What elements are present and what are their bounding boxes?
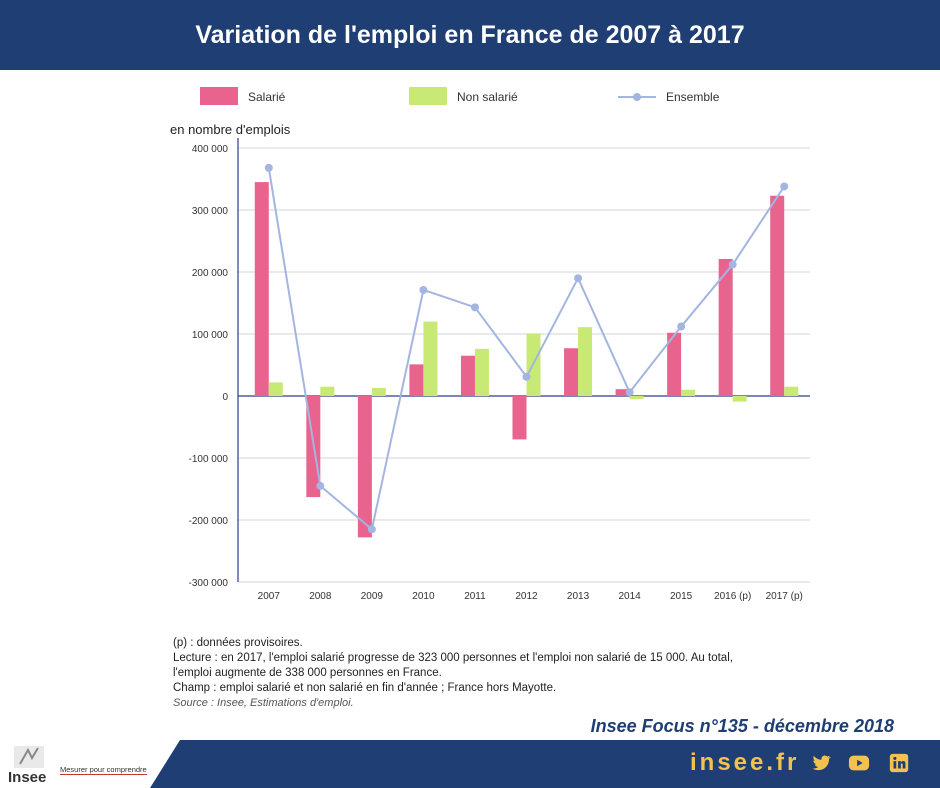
youtube-icon[interactable]	[848, 752, 870, 774]
note-provisional: (p) : données provisoires.	[173, 637, 303, 649]
bar-non-salarie	[629, 396, 644, 400]
x-tick-label: 2017 (p)	[766, 591, 803, 602]
note-reading-1: Lecture : en 2017, l'emploi salarié prog…	[173, 652, 733, 664]
bar-salarie	[254, 182, 269, 396]
bar-non-salarie	[268, 382, 283, 396]
bar-salarie	[718, 258, 733, 396]
y-tick-label: -200 000	[189, 516, 229, 527]
legend: Salarié Non salarié Ensemble	[200, 87, 720, 105]
point-ensemble	[419, 285, 428, 294]
bar-non-salarie	[732, 396, 747, 402]
chart-notes: (p) : données provisoires. Lecture : en …	[173, 636, 813, 711]
x-tick-label: 2012	[515, 591, 538, 602]
bar-non-salarie	[578, 327, 593, 396]
bar-salarie	[460, 355, 475, 396]
y-tick-label: 200 000	[192, 268, 229, 279]
footer: Insee Mesurer pour comprendre insee.fr	[0, 740, 940, 788]
y-axis-label: en nombre d'emplois	[170, 122, 291, 137]
insee-logo-text: Insee	[8, 769, 47, 786]
legend-marker-ensemble	[633, 93, 641, 101]
bar-non-salarie	[474, 348, 489, 396]
bar-non-salarie	[423, 321, 438, 396]
chart-title: Variation de l'emploi en France de 2007 …	[195, 20, 745, 49]
bar-non-salarie	[371, 387, 386, 396]
y-tick-label: 100 000	[192, 330, 229, 341]
bar-salarie	[615, 389, 630, 396]
y-tick-label: 0	[222, 392, 228, 403]
x-tick-label: 2010	[412, 591, 435, 602]
point-ensemble	[780, 182, 789, 191]
y-tick-label: 300 000	[192, 206, 229, 217]
title-bar: Variation de l'emploi en France de 2007 …	[0, 0, 940, 70]
y-tick-label: 400 000	[192, 144, 229, 155]
note-scope: Champ : emploi salarié et non salarié en…	[173, 682, 557, 694]
bar-salarie	[357, 396, 372, 538]
legend-swatch-salarie	[200, 87, 238, 105]
site-link[interactable]: insee.fr	[690, 749, 800, 776]
y-tick-label: -300 000	[189, 578, 229, 589]
point-ensemble	[574, 274, 583, 283]
chart: 400 000 300 000 200 000 100 000 0 -100 000 -20…	[170, 87, 810, 602]
point-ensemble	[367, 525, 376, 534]
x-tick-label: 2007	[258, 591, 281, 602]
point-ensemble	[677, 322, 686, 331]
note-reading-2: l'emploi augmente de 338 000 personnes e…	[173, 667, 442, 679]
x-tick-label: 2013	[567, 591, 590, 602]
x-tick-label: 2011	[464, 591, 486, 602]
bar-salarie	[667, 332, 682, 396]
legend-swatch-non-salarie	[409, 87, 447, 105]
point-ensemble	[264, 163, 273, 172]
point-ensemble	[522, 372, 531, 381]
insee-logo-icon	[14, 746, 44, 768]
x-tick-label: 2009	[361, 591, 384, 602]
bar-salarie	[770, 195, 785, 396]
bar-non-salarie	[784, 386, 799, 396]
x-tick-label: 2016 (p)	[714, 591, 751, 602]
bar-salarie	[512, 396, 527, 440]
point-ensemble	[316, 481, 325, 490]
bar-salarie	[564, 348, 579, 396]
point-ensemble	[728, 260, 737, 269]
x-tick-label: 2015	[670, 591, 693, 602]
tagline: Mesurer pour comprendre	[60, 765, 147, 775]
bar-non-salarie	[320, 386, 335, 396]
x-tick-label: 2014	[618, 591, 641, 602]
legend-label-ensemble: Ensemble	[666, 90, 720, 104]
twitter-icon[interactable]	[810, 752, 832, 774]
logo-area: Insee Mesurer pour comprendre	[0, 740, 180, 788]
x-tick-label: 2008	[309, 591, 332, 602]
linkedin-icon[interactable]	[888, 752, 910, 774]
point-ensemble	[470, 303, 479, 312]
bar-non-salarie	[681, 389, 696, 396]
point-ensemble	[625, 388, 634, 397]
y-tick-label: -100 000	[189, 454, 229, 465]
legend-label-non-salarie: Non salarié	[457, 90, 518, 104]
publication-label: Insee Focus n°135 - décembre 2018	[590, 716, 894, 736]
note-source: Source : Insee, Estimations d'emploi.	[173, 697, 354, 709]
bar-salarie	[409, 364, 424, 396]
legend-label-salarie: Salarié	[248, 90, 286, 104]
